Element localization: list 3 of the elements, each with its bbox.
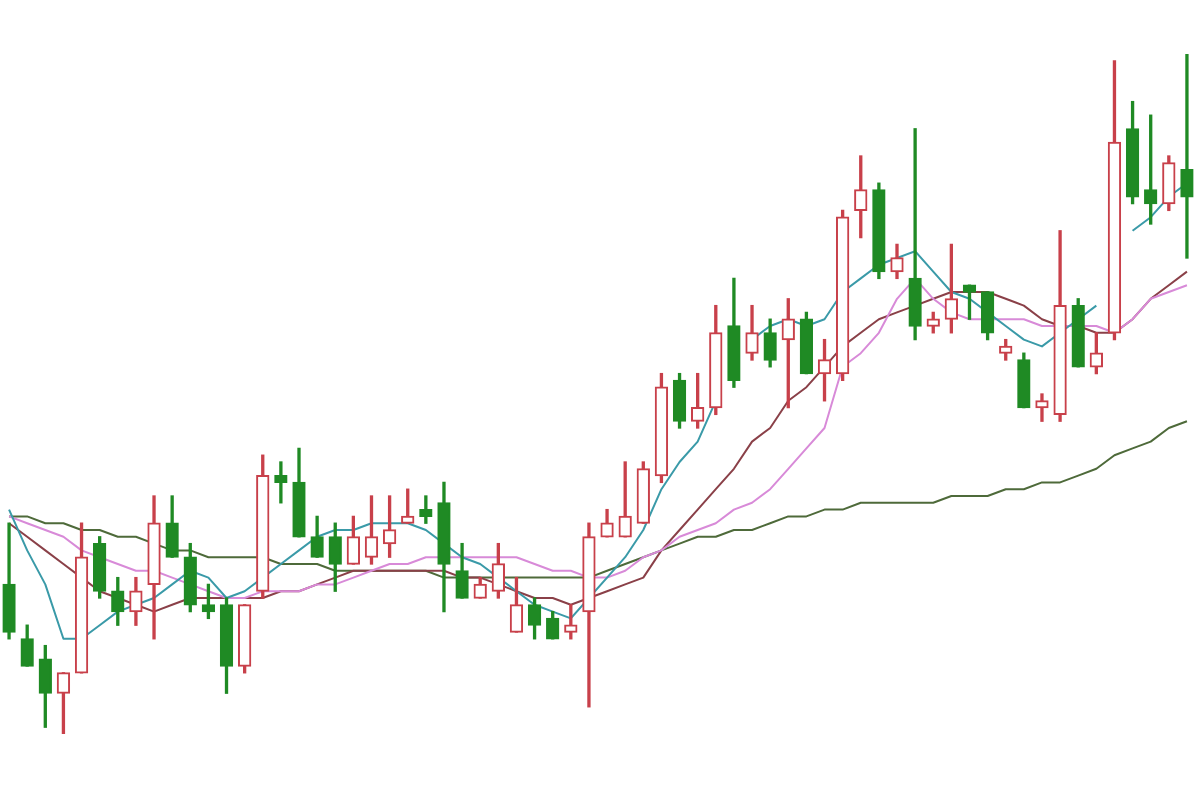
candlestick <box>274 461 288 504</box>
candlestick <box>908 128 922 341</box>
candlestick <box>1180 54 1194 259</box>
